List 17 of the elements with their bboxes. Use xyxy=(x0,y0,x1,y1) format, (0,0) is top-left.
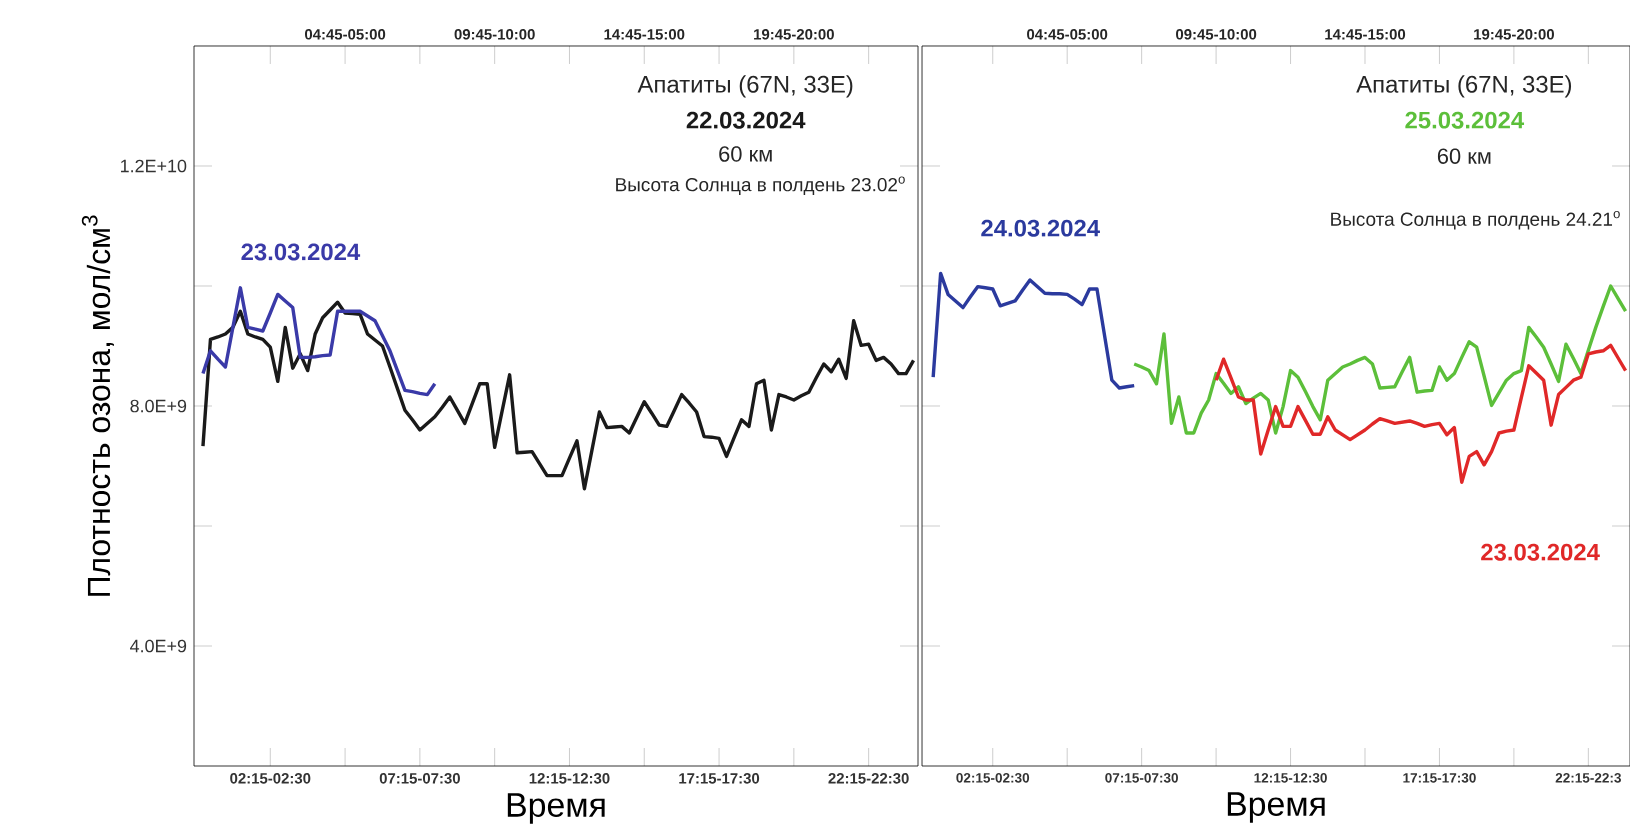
x-axis-title: Время xyxy=(1227,792,1325,823)
y-tick-label: 1.2E+10 xyxy=(121,159,187,173)
text: 25.03.2024 xyxy=(1405,111,1525,129)
annotation: Апатиты (67N, 33E) xyxy=(637,75,853,98)
annotation: Апатиты (67N, 33E) xyxy=(1356,75,1572,98)
text: 22.03.2024 xyxy=(686,111,806,129)
annotation: Высота Солнца в полдень 24.21$^{o}$ xyxy=(1331,210,1620,230)
annotation: 60 км xyxy=(719,146,772,162)
x-axis-title: Время xyxy=(507,793,605,824)
y-axis-title: Плотность озона, мол/см$^{3}$ xyxy=(81,215,114,596)
annotation: 60 км xyxy=(1437,148,1491,164)
annotation: Высота Солнца в полдень 23.02$^{o}$ xyxy=(616,176,905,195)
text: 24.03.2024 xyxy=(981,219,1100,237)
series-label: 23.03.2024 xyxy=(241,243,361,261)
y-tick-label: 8.0E+9 xyxy=(130,399,187,413)
text: 23.03.2024 xyxy=(1481,543,1600,561)
y-tick-label: 4.0E+9 xyxy=(130,639,187,653)
